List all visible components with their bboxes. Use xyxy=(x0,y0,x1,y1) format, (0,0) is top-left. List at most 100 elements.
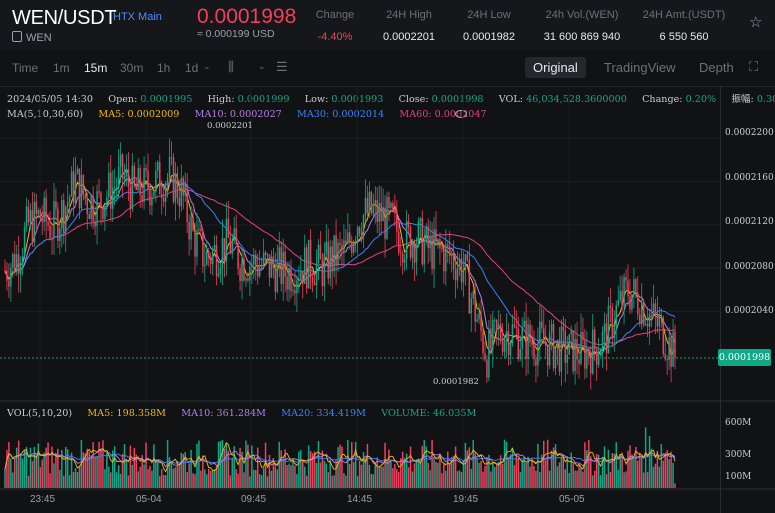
interval-1d[interactable]: 1d xyxy=(185,61,199,75)
volume-bar xyxy=(184,451,186,488)
candle xyxy=(619,290,621,300)
volume-bar xyxy=(245,440,247,488)
candle xyxy=(378,203,380,222)
ohlc-change: 0.20% xyxy=(685,94,717,105)
candle xyxy=(303,247,306,284)
candle xyxy=(425,226,427,242)
ma30-value: MA30: 0.0002014 xyxy=(297,109,385,120)
volume-bar xyxy=(119,473,122,488)
volume-bar xyxy=(339,444,341,488)
indicator-dropdown-icon[interactable]: ⌄ xyxy=(258,61,266,71)
volume-bar xyxy=(448,463,451,488)
candle xyxy=(591,329,594,374)
candle xyxy=(447,244,449,247)
candle xyxy=(182,178,185,196)
candle xyxy=(131,165,134,209)
interval-1m[interactable]: 1m xyxy=(53,61,70,75)
volume-bar xyxy=(227,450,230,488)
candle xyxy=(597,356,600,365)
volume-bar xyxy=(82,452,85,488)
volume-bar xyxy=(225,442,228,488)
interval-15m[interactable]: 15m xyxy=(84,61,108,75)
stat-value: 0.0001982 xyxy=(463,31,515,43)
volume-bar xyxy=(517,458,520,488)
candle xyxy=(374,199,377,207)
volume-bar xyxy=(235,469,237,488)
candle xyxy=(615,305,617,328)
candle xyxy=(450,254,453,257)
volume-bar xyxy=(296,473,298,488)
ma10-line xyxy=(4,177,676,357)
pair-name[interactable]: WEN/USDT xyxy=(12,7,117,29)
volume-bar xyxy=(347,439,349,488)
candle xyxy=(482,330,484,354)
volume-bar xyxy=(625,471,627,488)
volume-bar xyxy=(117,465,120,488)
candle xyxy=(59,228,61,241)
candle xyxy=(631,294,633,310)
interval-dropdown-icon[interactable]: ⌄ xyxy=(203,61,211,71)
candle xyxy=(435,229,437,243)
tab-depth[interactable]: Depth xyxy=(699,60,734,75)
candle xyxy=(590,356,592,374)
interval-time[interactable]: Time xyxy=(12,61,39,75)
candle xyxy=(488,328,490,378)
volume-bar xyxy=(648,435,651,488)
volume-bar xyxy=(106,452,108,488)
candle xyxy=(584,340,586,369)
indicator-icon[interactable]: ⫼ xyxy=(228,59,234,74)
stat-label: 24H High xyxy=(386,9,432,21)
price-axis[interactable] xyxy=(720,86,775,513)
candle xyxy=(61,200,63,229)
volume-bar xyxy=(590,456,592,488)
volume-bar xyxy=(33,446,36,488)
settings-menu-icon[interactable]: ☰ xyxy=(276,59,288,74)
candle xyxy=(544,343,547,346)
candle xyxy=(184,184,186,196)
candle xyxy=(605,323,608,354)
volume-bar xyxy=(562,454,565,488)
candle xyxy=(668,337,670,361)
vol-current: VOLUME: 46.035M xyxy=(381,408,477,419)
candle xyxy=(572,330,574,372)
candle xyxy=(225,218,228,261)
candle xyxy=(550,324,553,333)
interval-30m[interactable]: 30m xyxy=(120,61,144,75)
candle xyxy=(599,352,602,357)
vol-ma5: MA5: 198.358M xyxy=(87,408,166,419)
star-icon[interactable]: ☆ xyxy=(749,14,763,31)
volume-bar xyxy=(370,473,373,488)
volume-bar xyxy=(102,440,104,488)
candle xyxy=(35,201,38,215)
candle xyxy=(490,328,492,349)
candle xyxy=(458,258,461,268)
volume-bar xyxy=(49,473,51,488)
volume-bar xyxy=(223,448,226,488)
candle xyxy=(84,194,87,199)
interval-1h[interactable]: 1h xyxy=(157,61,171,75)
fullscreen-icon[interactable]: ⛶ xyxy=(749,59,759,74)
volume-bar xyxy=(196,443,198,488)
candle xyxy=(260,265,263,267)
candle xyxy=(160,194,163,198)
volume-bar xyxy=(662,460,665,488)
candle xyxy=(666,358,668,361)
candle xyxy=(256,265,259,277)
volume-info: VOL(5,10,20) MA5: 198.358M MA10: 361.284… xyxy=(7,408,476,419)
eye-icon[interactable] xyxy=(455,110,467,118)
vol-label: VOL(5,10,20) xyxy=(7,408,73,419)
candle xyxy=(300,271,302,280)
volume-bar xyxy=(368,464,371,488)
candle xyxy=(268,254,271,278)
volume-bar xyxy=(470,468,473,488)
tab-original[interactable]: Original xyxy=(525,57,586,78)
candle xyxy=(211,250,214,264)
candle xyxy=(149,190,151,206)
candle xyxy=(57,208,59,241)
ma5-value: MA5: 0.0002009 xyxy=(98,109,180,120)
volume-bar xyxy=(115,472,118,488)
volume-bar xyxy=(31,461,34,488)
tab-tradingview[interactable]: TradingView xyxy=(604,60,676,75)
volume-bar xyxy=(47,442,49,488)
